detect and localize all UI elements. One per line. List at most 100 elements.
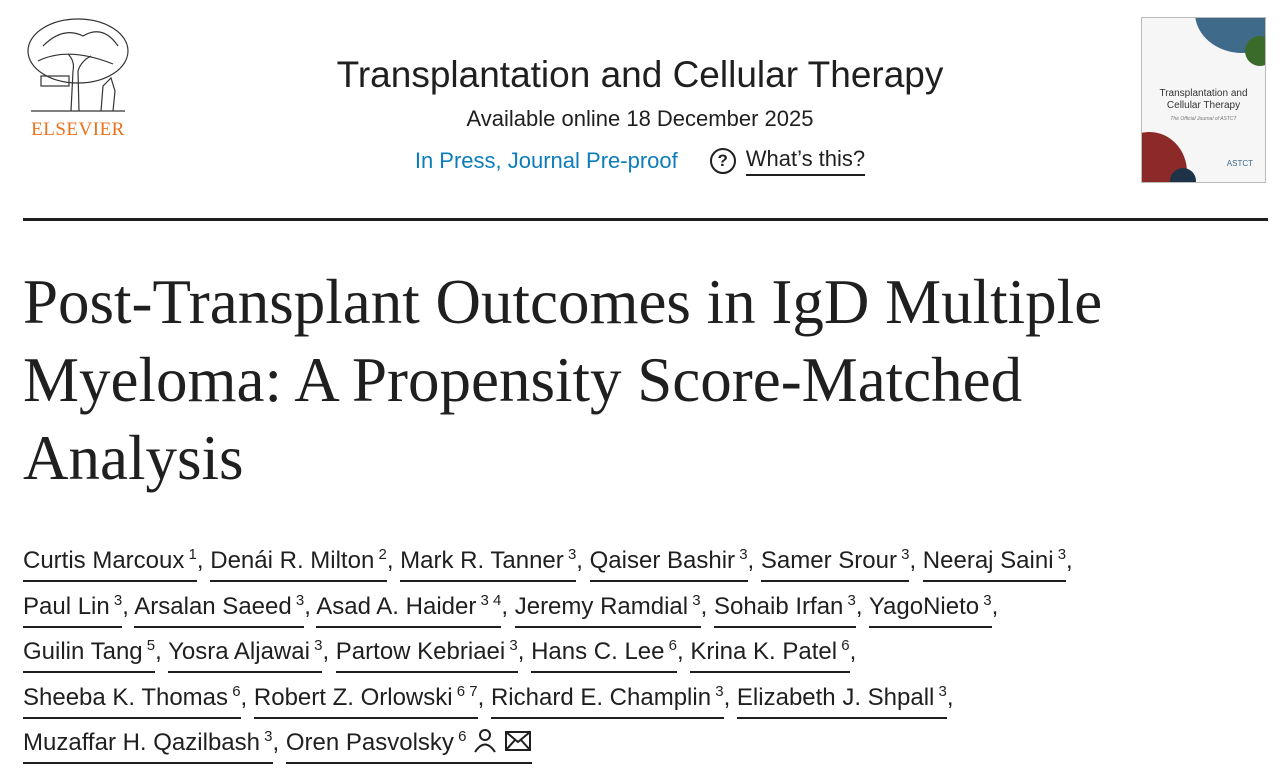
- author-link[interactable]: Muzaffar H. Qazilbash 3: [23, 729, 273, 764]
- in-press-link[interactable]: In Press, Journal Pre-proof: [414, 148, 678, 173]
- question-icon: ?: [709, 148, 736, 174]
- author-affiliation: 3 4: [476, 591, 502, 609]
- author-link[interactable]: Elizabeth J. Shpall 3: [736, 683, 947, 719]
- author-link[interactable]: Mark R. Tanner 3: [400, 546, 577, 582]
- author-name: Denái R. Milton: [210, 547, 375, 574]
- author-link[interactable]: Sohaib Irfan 3: [713, 591, 856, 628]
- author-row: Curtis Marcoux 1, Denái R. Milton 2, Mar…: [23, 538, 1273, 584]
- author-list: Curtis Marcoux 1, Denái R. Milton 2, Mar…: [23, 538, 1273, 766]
- author-name: Arsalan Saeed: [134, 592, 292, 620]
- author-link[interactable]: Jeremy Ramdial 3: [514, 591, 701, 628]
- author-name: Samer Srour: [760, 547, 897, 574]
- author-affiliation: 2: [374, 546, 387, 563]
- author-link[interactable]: Richard E. Champlin 3: [490, 683, 724, 719]
- author-name: YagoNieto: [868, 592, 980, 620]
- separator: ,: [677, 638, 691, 665]
- whats-this-label: What’s this?: [745, 146, 866, 176]
- email-icon[interactable]: [504, 729, 532, 753]
- author-affiliation: 3: [1053, 546, 1067, 563]
- title-line: Post-Transplant Outcomes in IgD Multiple: [23, 267, 1103, 337]
- author-name: Asad A. Haider: [316, 592, 477, 620]
- author-affiliation: 3: [896, 546, 910, 563]
- whats-this-button[interactable]: ? What’s this?: [709, 146, 866, 176]
- separator: ,: [723, 683, 737, 711]
- author-row: Guilin Tang 5, Yosra Aljawai 3, Partow K…: [23, 629, 1273, 675]
- separator: ,: [477, 683, 491, 711]
- title-line: Myeloma: A Propensity Score-Matched: [23, 345, 1023, 415]
- author-link[interactable]: YagoNieto 3: [868, 591, 992, 628]
- author-link[interactable]: Neeraj Saini 3: [922, 546, 1067, 582]
- author-row: Paul Lin 3, Arsalan Saeed 3, Asad A. Hai…: [23, 584, 1273, 630]
- author-name: Jeremy Ramdial: [514, 592, 689, 620]
- author-name: Mark R. Tanner: [400, 547, 564, 574]
- author-affiliation: 3: [309, 637, 323, 654]
- author-link[interactable]: Oren Pasvolsky 6: [285, 728, 533, 764]
- author-affiliation: 3: [109, 591, 123, 609]
- person-icon: [474, 729, 497, 753]
- author-link[interactable]: Arsalan Saeed 3: [134, 592, 305, 628]
- author-name: Richard E. Champlin: [490, 683, 712, 711]
- header-divider: [23, 218, 1268, 221]
- author-affiliation: 6: [837, 637, 850, 654]
- separator: ,: [240, 683, 254, 711]
- cover-title: Transplantation and Cellular Therapy: [1159, 88, 1248, 111]
- separator: ,: [386, 547, 401, 574]
- publisher-name: ELSEVIER: [31, 119, 125, 140]
- author-link[interactable]: Guilin Tang 5: [23, 638, 156, 673]
- author-name: Qaiser Bashir: [589, 547, 736, 574]
- author-name: Sohaib Irfan: [713, 592, 844, 620]
- author-link[interactable]: Partow Kebriaei 3: [335, 637, 518, 673]
- separator: ,: [1066, 547, 1073, 574]
- separator: ,: [501, 592, 515, 620]
- author-name: Krina K. Patel: [690, 638, 838, 665]
- author-link[interactable]: Curtis Marcoux 1: [23, 547, 197, 582]
- author-affiliation: 6: [228, 682, 241, 700]
- separator: ,: [909, 547, 923, 574]
- elsevier-logo[interactable]: ELSEVIER: [23, 16, 133, 141]
- author-name: Elizabeth J. Shpall: [736, 683, 935, 711]
- author-link[interactable]: Sheeba K. Thomas 6: [23, 682, 241, 719]
- journal-title[interactable]: Transplantation and Cellular Therapy: [336, 54, 944, 95]
- author-name: Partow Kebriaei: [335, 638, 506, 665]
- author-name: Guilin Tang: [23, 638, 143, 665]
- author-affiliation: 3: [979, 591, 992, 609]
- author-name: Muzaffar H. Qazilbash: [23, 729, 260, 756]
- author-affiliation: 6 7: [452, 682, 478, 700]
- author-name: Hans C. Lee: [531, 638, 665, 665]
- separator: ,: [576, 547, 590, 574]
- separator: ,: [991, 592, 999, 620]
- elsevier-tree-icon: [27, 18, 129, 112]
- author-link[interactable]: Asad A. Haider 3 4: [316, 591, 502, 628]
- author-link[interactable]: Hans C. Lee 6: [531, 638, 677, 673]
- author-affiliation: 3: [563, 546, 577, 563]
- title-line: Analysis: [23, 423, 244, 493]
- separator: ,: [122, 592, 135, 620]
- author-link[interactable]: Robert Z. Orlowski 6 7: [253, 682, 478, 719]
- author-affiliation: 3: [688, 591, 701, 609]
- author-link[interactable]: Denái R. Milton 2: [210, 547, 387, 582]
- journal-cover[interactable]: Transplantation and Cellular Therapy The…: [1141, 17, 1266, 183]
- separator: ,: [304, 592, 317, 620]
- cover-brand: ASTCT: [1226, 159, 1253, 168]
- author-affiliation: 6: [453, 728, 467, 745]
- author-affiliation: 3: [505, 637, 518, 654]
- separator: ,: [272, 729, 286, 756]
- author-link[interactable]: Paul Lin 3: [23, 591, 123, 628]
- author-name: Yosra Aljawai: [168, 638, 310, 665]
- available-online: Available online 18 December 2025: [466, 106, 814, 131]
- author-affiliation: 6: [664, 637, 677, 654]
- author-link[interactable]: Qaiser Bashir 3: [589, 546, 748, 582]
- separator: ,: [196, 547, 211, 574]
- author-affiliation: 1: [184, 546, 197, 563]
- author-affiliation: 3: [735, 546, 748, 563]
- author-link[interactable]: Samer Srour 3: [760, 546, 910, 582]
- author-name: Sheeba K. Thomas: [23, 683, 229, 711]
- author-link[interactable]: Krina K. Patel 6: [690, 637, 850, 673]
- cover-subtitle: The Official Journal of ASTCT: [1170, 116, 1237, 122]
- separator: ,: [517, 638, 532, 665]
- author-name: Paul Lin: [23, 592, 110, 620]
- author-affiliation: 3: [843, 591, 856, 609]
- author-link[interactable]: Yosra Aljawai 3: [168, 637, 323, 673]
- separator: ,: [747, 547, 761, 574]
- separator: ,: [849, 638, 857, 665]
